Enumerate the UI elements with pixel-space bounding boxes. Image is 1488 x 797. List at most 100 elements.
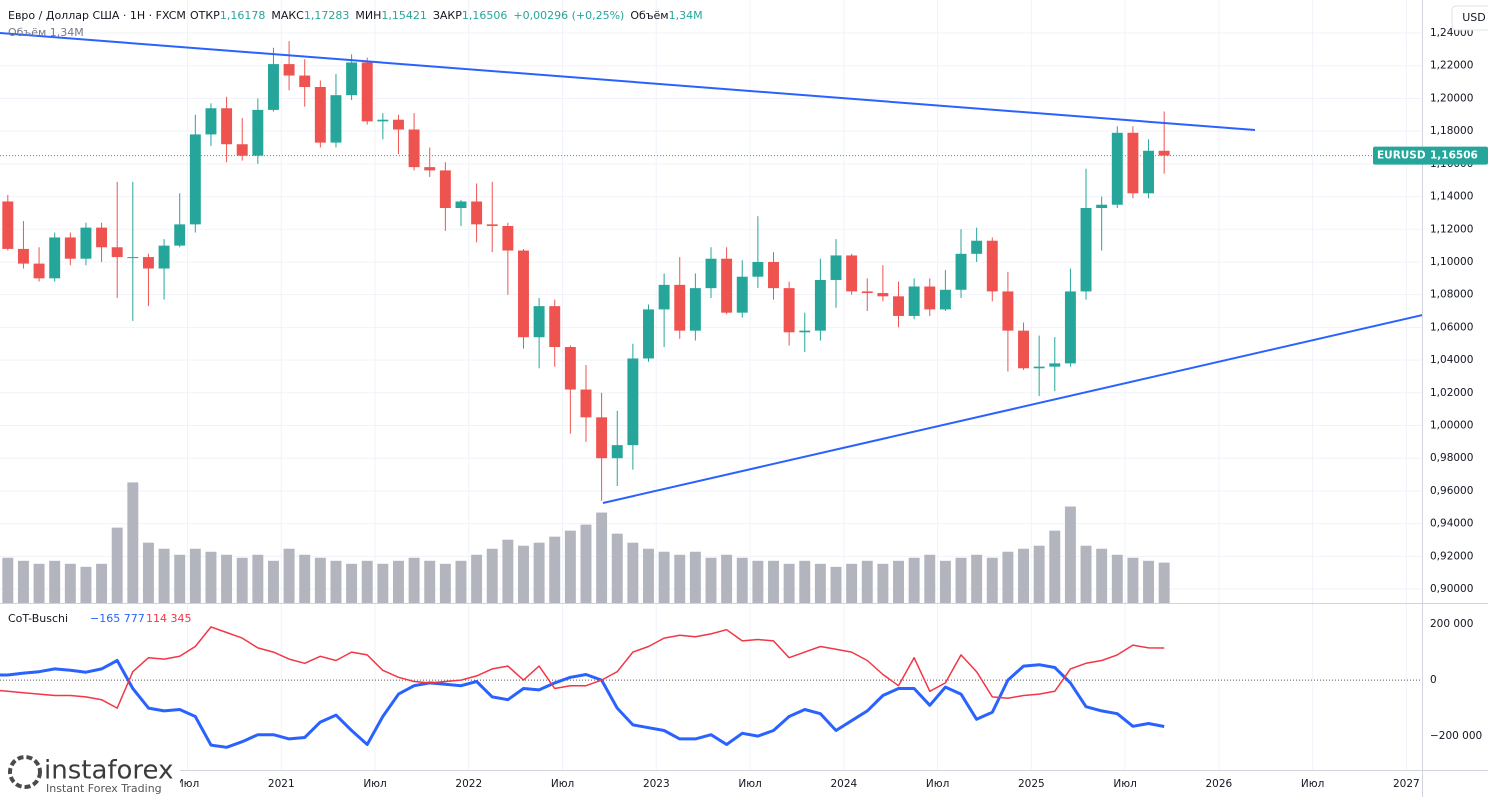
y-tick-label: 1,02000	[1430, 387, 1473, 399]
volume-bar	[955, 557, 967, 603]
candle-body	[221, 108, 233, 145]
x-tick-label: 2024	[830, 778, 857, 790]
header: Евро / Доллар США · 1Н · FXCM ОТКР1,1617…	[8, 9, 703, 625]
volume-bar	[580, 524, 592, 603]
x-tick-label: 2027	[1393, 778, 1420, 790]
candle-body	[1049, 363, 1061, 367]
candle-body	[971, 240, 983, 254]
candle-body	[1143, 150, 1155, 194]
volume-bar	[49, 560, 61, 603]
volume-bar	[408, 557, 420, 603]
volume-value: 1,34M	[50, 26, 84, 39]
volume-bar	[643, 548, 654, 603]
volume-bar	[142, 542, 154, 603]
volume-bar	[96, 563, 108, 603]
currency-button[interactable]: USD	[1451, 5, 1488, 31]
logo-icon	[8, 755, 42, 789]
candle-body	[189, 134, 201, 225]
last-price-label: 1,16506	[1430, 150, 1478, 162]
volume-bar	[2, 557, 14, 603]
volume-bar	[377, 563, 389, 603]
candle-body	[768, 261, 779, 289]
volume-bar	[361, 560, 373, 603]
candle-body	[174, 224, 186, 246]
candle-body	[955, 253, 967, 290]
candle-body	[830, 255, 842, 280]
symbol-title: Евро / Доллар США · 1Н · FXCM	[8, 9, 186, 22]
candle-body	[33, 263, 45, 279]
y-tick-label: 1,12000	[1430, 223, 1473, 235]
candle-body	[1064, 291, 1076, 364]
volume-bar	[502, 539, 514, 603]
trend-line	[0, 32, 1256, 131]
volume-bar	[783, 563, 795, 603]
indicator-value: −165 777	[90, 612, 145, 625]
ohlc-label: ЗАКР	[433, 9, 462, 22]
ohlc-value: 1,17283	[304, 9, 350, 22]
volume-bar	[674, 554, 686, 603]
y-tick-label: 1,18000	[1430, 125, 1473, 137]
candle-body	[346, 62, 358, 96]
candle-body	[267, 64, 279, 110]
candle-body	[643, 309, 654, 359]
ohlc-legend: ОТКР1,16178 МАКС1,17283 МИН1,15421 ЗАКР1,16…	[190, 9, 703, 22]
candle-body	[658, 284, 670, 310]
candle-body	[377, 119, 389, 122]
volume-bar	[1033, 545, 1045, 603]
logo-name: instaforex	[44, 756, 173, 786]
volume-bar	[439, 563, 451, 603]
candle-body	[861, 291, 873, 294]
volume-name: Объём	[8, 26, 46, 39]
candle-body	[96, 227, 108, 248]
volume-bar	[346, 563, 358, 603]
x-tick-label: 2026	[1205, 778, 1232, 790]
volume-bar	[1096, 548, 1108, 603]
candle-body	[314, 86, 326, 143]
candle-body	[1096, 204, 1108, 209]
logo-tagline: Instant Forex Trading	[46, 782, 162, 795]
volume-bar	[111, 527, 123, 603]
candle-body	[846, 255, 858, 292]
candle-body	[424, 167, 436, 171]
currency-box[interactable]	[1451, 5, 1488, 31]
x-tick-label: Июл	[176, 778, 199, 790]
candle-body	[627, 358, 639, 446]
candle-body	[877, 293, 889, 297]
trend-line	[602, 314, 1422, 504]
volume-bar	[908, 557, 920, 603]
volume-bar	[971, 554, 983, 603]
volume-bar	[705, 557, 717, 603]
candle-body	[299, 75, 311, 87]
candle-body	[752, 261, 764, 277]
volume-bar	[1002, 551, 1014, 603]
last-price-box	[1373, 146, 1488, 165]
volume-bar	[1049, 530, 1061, 603]
ohlc-value: 1,16506	[462, 9, 508, 22]
volume-bar	[283, 548, 295, 603]
cot-line	[0, 659, 1165, 749]
volume-bar	[299, 554, 311, 603]
volume-bar	[549, 536, 561, 603]
y-tick-label: 200 000	[1430, 618, 1473, 630]
y-tick-label: 0,92000	[1430, 550, 1473, 562]
volume-bar	[533, 542, 545, 603]
y-tick-label: 1,20000	[1430, 92, 1473, 104]
ohlc-label: МАКС	[271, 9, 304, 22]
volume-bar	[564, 530, 576, 603]
candle-body	[1080, 208, 1092, 292]
x-tick-label: Июл	[1113, 778, 1136, 790]
candle-body	[1033, 366, 1045, 369]
logo: instaforex Instant Forex Trading	[0, 752, 180, 797]
y-tick-label: 0	[1430, 674, 1437, 686]
candle-body	[939, 289, 951, 310]
volume-bar	[158, 548, 170, 603]
candle-body	[705, 258, 717, 289]
x-tick-label: Июл	[363, 778, 386, 790]
volume-label: Объём	[630, 9, 668, 22]
candle-body	[1158, 150, 1170, 156]
y-tick-label: 1,06000	[1430, 321, 1473, 333]
candle-body	[533, 306, 545, 338]
currency-label[interactable]: USD	[1462, 11, 1486, 24]
